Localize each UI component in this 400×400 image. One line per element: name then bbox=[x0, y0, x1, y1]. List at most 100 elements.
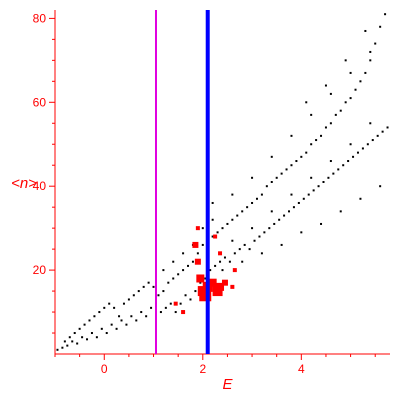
data-point bbox=[93, 315, 96, 318]
data-point bbox=[241, 260, 244, 263]
data-point bbox=[228, 260, 231, 263]
data-point bbox=[204, 277, 207, 280]
data-point bbox=[312, 189, 315, 192]
data-point-weighted bbox=[195, 226, 200, 231]
data-point bbox=[334, 113, 337, 116]
data-point bbox=[359, 197, 362, 200]
data-point bbox=[246, 206, 249, 209]
data-point bbox=[164, 306, 167, 309]
data-point bbox=[253, 239, 256, 242]
data-point bbox=[56, 348, 59, 351]
data-point bbox=[233, 252, 236, 255]
data-point bbox=[342, 164, 345, 167]
data-point bbox=[384, 13, 387, 16]
data-point bbox=[292, 206, 295, 209]
data-point-weighted bbox=[216, 282, 225, 291]
data-point bbox=[236, 214, 239, 217]
data-point bbox=[214, 264, 217, 267]
data-point bbox=[90, 332, 93, 335]
data-point bbox=[76, 342, 79, 345]
data-point bbox=[305, 101, 308, 104]
data-point bbox=[270, 155, 273, 158]
data-point bbox=[332, 172, 335, 175]
data-point bbox=[169, 302, 172, 305]
data-point-weighted bbox=[194, 258, 201, 265]
data-point bbox=[179, 302, 182, 305]
data-point bbox=[265, 185, 268, 188]
data-point bbox=[130, 315, 133, 318]
data-point bbox=[191, 260, 194, 263]
data-point bbox=[324, 84, 327, 87]
data-point bbox=[300, 155, 303, 158]
data-point bbox=[310, 143, 313, 146]
data-point bbox=[366, 143, 369, 146]
data-point bbox=[199, 281, 202, 284]
x-axis-ticks: 0 2 4 bbox=[54, 354, 376, 376]
data-point-weighted bbox=[208, 278, 217, 287]
data-point bbox=[187, 264, 190, 267]
y-axis-label: <n> bbox=[11, 175, 37, 192]
data-point bbox=[100, 327, 103, 330]
y-axis-ticks: 20 40 60 80 bbox=[33, 11, 55, 334]
data-point bbox=[327, 176, 330, 179]
data-point bbox=[132, 294, 135, 297]
data-point bbox=[260, 252, 263, 255]
data-point bbox=[251, 201, 254, 204]
data-point bbox=[209, 269, 212, 272]
data-point bbox=[356, 151, 359, 154]
data-point bbox=[307, 193, 310, 196]
data-point bbox=[211, 201, 214, 204]
data-point bbox=[290, 134, 293, 137]
data-point bbox=[270, 181, 273, 183]
data-point bbox=[339, 109, 342, 112]
data-point bbox=[386, 126, 389, 129]
data-point bbox=[157, 294, 160, 297]
data-point bbox=[135, 319, 138, 322]
data-point bbox=[278, 218, 281, 221]
data-point bbox=[310, 113, 313, 116]
data-point bbox=[364, 71, 367, 74]
data-point bbox=[118, 315, 121, 318]
data-point bbox=[142, 285, 145, 288]
data-point bbox=[324, 126, 327, 129]
data-point bbox=[329, 122, 332, 125]
data-point bbox=[290, 193, 293, 196]
data-point bbox=[221, 227, 224, 230]
data-point bbox=[283, 214, 286, 217]
data-point bbox=[61, 346, 64, 349]
data-point bbox=[81, 336, 84, 339]
series-group bbox=[56, 13, 389, 351]
data-point bbox=[95, 336, 98, 339]
data-point bbox=[317, 185, 320, 188]
data-point bbox=[159, 311, 162, 314]
data-point bbox=[258, 235, 261, 238]
data-point bbox=[361, 147, 364, 150]
data-point bbox=[251, 176, 254, 179]
data-point bbox=[243, 243, 246, 246]
data-point bbox=[137, 290, 140, 293]
data-point bbox=[369, 50, 372, 53]
data-point bbox=[344, 101, 347, 104]
data-point bbox=[194, 290, 197, 293]
data-point bbox=[297, 201, 300, 204]
data-point bbox=[329, 160, 332, 163]
data-point bbox=[369, 122, 372, 125]
data-point bbox=[275, 176, 278, 179]
data-point bbox=[354, 88, 357, 91]
data-point bbox=[189, 298, 192, 301]
data-point bbox=[369, 59, 372, 62]
data-point bbox=[263, 231, 266, 234]
data-point bbox=[88, 319, 91, 322]
data-point bbox=[223, 256, 226, 259]
data-point bbox=[305, 151, 308, 154]
data-point bbox=[359, 80, 362, 83]
data-point bbox=[381, 130, 384, 133]
data-point bbox=[270, 210, 273, 213]
data-point bbox=[167, 281, 170, 284]
data-point bbox=[105, 332, 108, 335]
data-point bbox=[290, 164, 293, 167]
data-point-weighted bbox=[218, 251, 223, 256]
data-point bbox=[162, 269, 165, 272]
data-point bbox=[147, 281, 150, 284]
data-point bbox=[260, 193, 263, 196]
